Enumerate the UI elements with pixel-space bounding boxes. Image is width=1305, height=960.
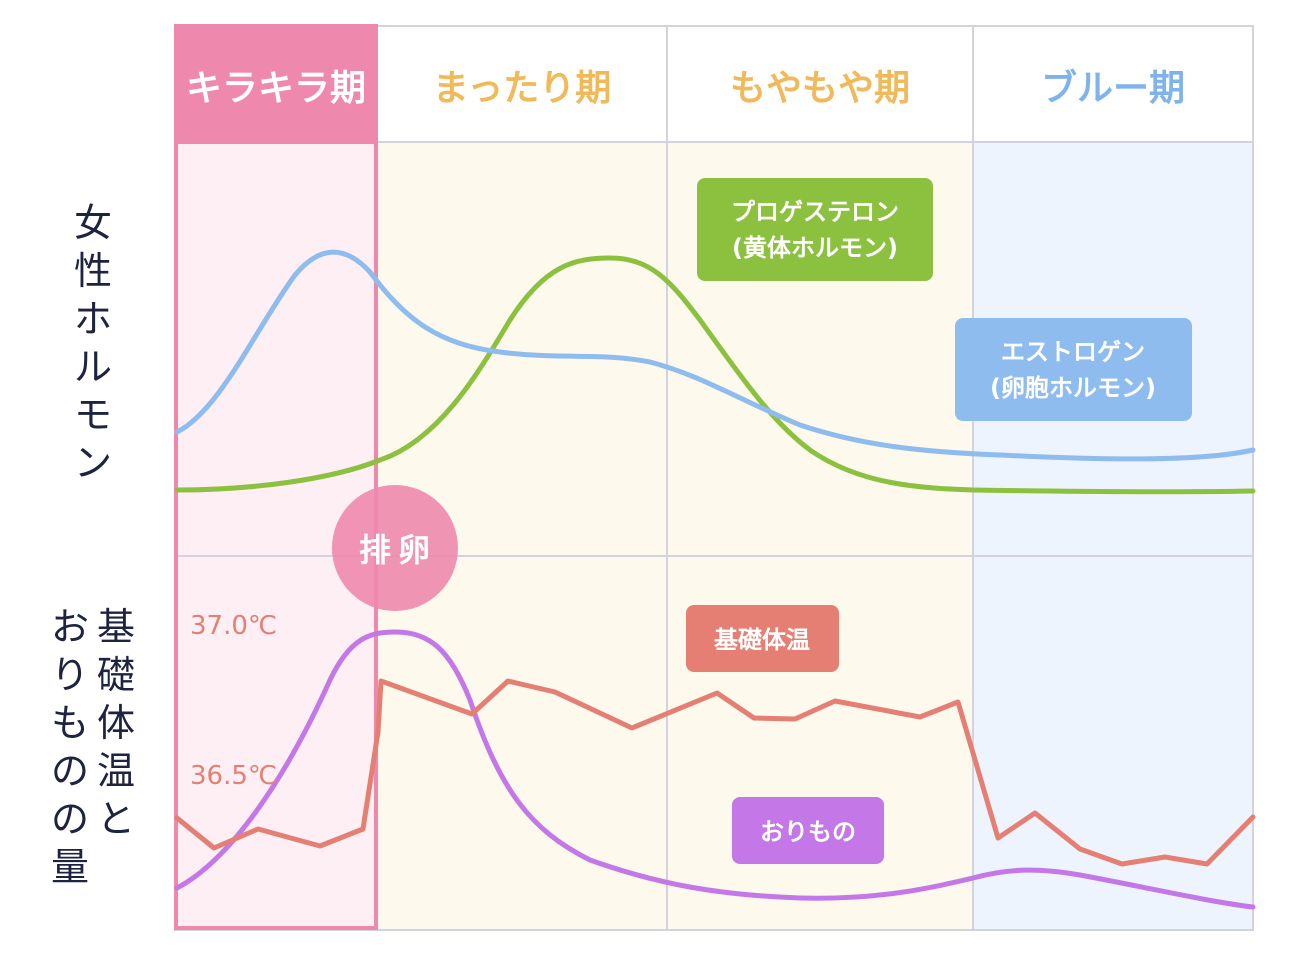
estrogen-label-box bbox=[955, 318, 1192, 421]
row-label-bbt: 基 礎 体 温 と お り も の の 量 bbox=[51, 605, 135, 889]
discharge-label-box bbox=[732, 797, 884, 864]
discharge-curve bbox=[174, 629, 1256, 910]
phase-label-kirakira: キラキラ期 bbox=[186, 68, 366, 109]
row-label-discharge-char: 量 bbox=[51, 845, 89, 889]
ovulation-badge bbox=[332, 485, 458, 611]
phase-label-mattari: まったり期 bbox=[433, 68, 612, 109]
estrogen-label-line1: エストロゲン bbox=[1001, 338, 1145, 366]
estrogen-label-line2: (卵胞ホルモン) bbox=[990, 374, 1156, 402]
row-label-hormones-char: ル bbox=[74, 345, 112, 389]
bbt-label-box bbox=[686, 605, 839, 672]
row-label-bbt-char: 基 bbox=[97, 605, 135, 649]
discharge-label-text: おりもの bbox=[760, 818, 856, 846]
progesterone-label-line1: プロゲステロン bbox=[731, 198, 899, 226]
phase-header-kirakira-bg bbox=[174, 24, 378, 142]
row-label-discharge-char: お bbox=[51, 605, 89, 649]
row-label-hormones-char: 女 bbox=[74, 201, 112, 245]
temp-label-low: 36.5℃ bbox=[190, 761, 277, 791]
temp-label-high: 37.0℃ bbox=[190, 611, 277, 641]
row-label-bbt-char: 温 bbox=[97, 749, 135, 793]
row-label-bbt-char: と bbox=[97, 797, 135, 841]
row-label-hormones-char: モ bbox=[74, 393, 112, 437]
bbt-line bbox=[174, 678, 1256, 867]
row-label-discharge-char: も bbox=[51, 701, 89, 745]
ovulation-char-2: 卵 bbox=[398, 531, 430, 569]
phase-bg-blue bbox=[973, 142, 1253, 930]
row-label-hormones-char: ホ bbox=[74, 297, 112, 341]
phase-label-moyamoya: もやもや期 bbox=[730, 68, 910, 109]
row-label-hormones: 女 性 ホ ル モ ン bbox=[74, 201, 112, 485]
ovulation-char-1: 排 bbox=[359, 531, 391, 569]
progesterone-curve bbox=[174, 255, 1256, 495]
progesterone-label-box bbox=[697, 178, 933, 281]
row-label-discharge-char: り bbox=[51, 653, 89, 697]
progesterone-label-line2: (黄体ホルモン) bbox=[732, 234, 898, 262]
row-label-discharge-char: の bbox=[51, 797, 89, 841]
bbt-label-text: 基礎体温 bbox=[714, 626, 810, 654]
row-label-hormones-char: ン bbox=[74, 441, 112, 485]
grid bbox=[174, 25, 1254, 931]
row-label-bbt-char: 体 bbox=[97, 701, 135, 745]
row-label-discharge-char: の bbox=[51, 749, 89, 793]
estrogen-curve bbox=[174, 249, 1256, 462]
row-label-bbt-char: 礎 bbox=[97, 653, 135, 697]
row-label-hormones-char: 性 bbox=[74, 249, 112, 293]
phase-label-blue: ブルー期 bbox=[1041, 67, 1185, 109]
